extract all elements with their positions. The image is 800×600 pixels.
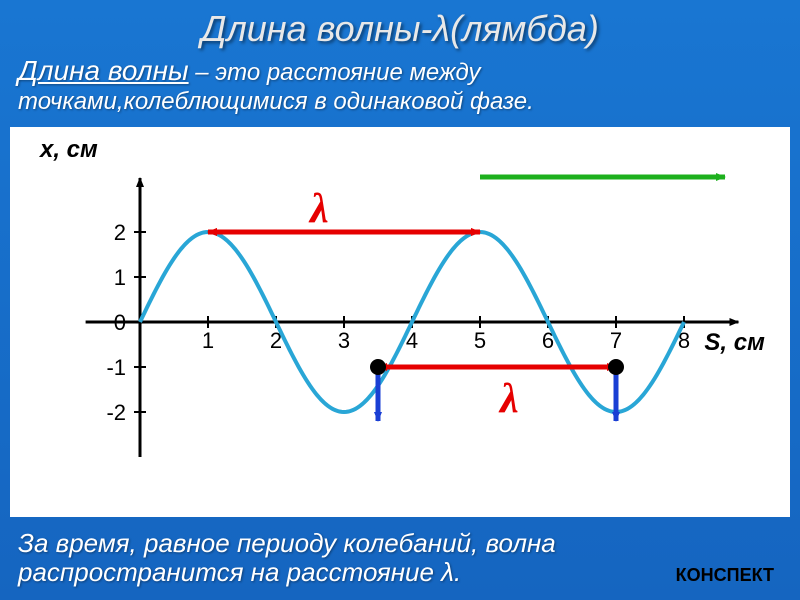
svg-text:-2: -2 bbox=[106, 400, 126, 425]
slide-title: Длина волны-λ(лямбда) bbox=[0, 0, 800, 54]
konspekt-label: КОНСПЕКТ bbox=[676, 565, 774, 586]
svg-text:7: 7 bbox=[610, 328, 622, 353]
wave-chart: 12345678-2-1012x, смS, см λ λ bbox=[10, 127, 790, 517]
svg-text:0: 0 bbox=[114, 310, 126, 335]
wave-chart-svg: 12345678-2-1012x, смS, см bbox=[10, 127, 790, 517]
lambda-label-upper: λ bbox=[310, 185, 329, 233]
svg-text:3: 3 bbox=[338, 328, 350, 353]
svg-text:1: 1 bbox=[114, 265, 126, 290]
definition-term: Длина волны bbox=[18, 55, 189, 86]
svg-text:1: 1 bbox=[202, 328, 214, 353]
svg-text:2: 2 bbox=[114, 220, 126, 245]
svg-text:-1: -1 bbox=[106, 355, 126, 380]
svg-text:S, см: S, см bbox=[704, 329, 765, 356]
svg-text:5: 5 bbox=[474, 328, 486, 353]
lambda-label-lower: λ bbox=[500, 375, 519, 423]
definition-text: Длина волны – это расстояние между точка… bbox=[0, 54, 800, 127]
svg-text:x, см: x, см bbox=[38, 136, 98, 163]
